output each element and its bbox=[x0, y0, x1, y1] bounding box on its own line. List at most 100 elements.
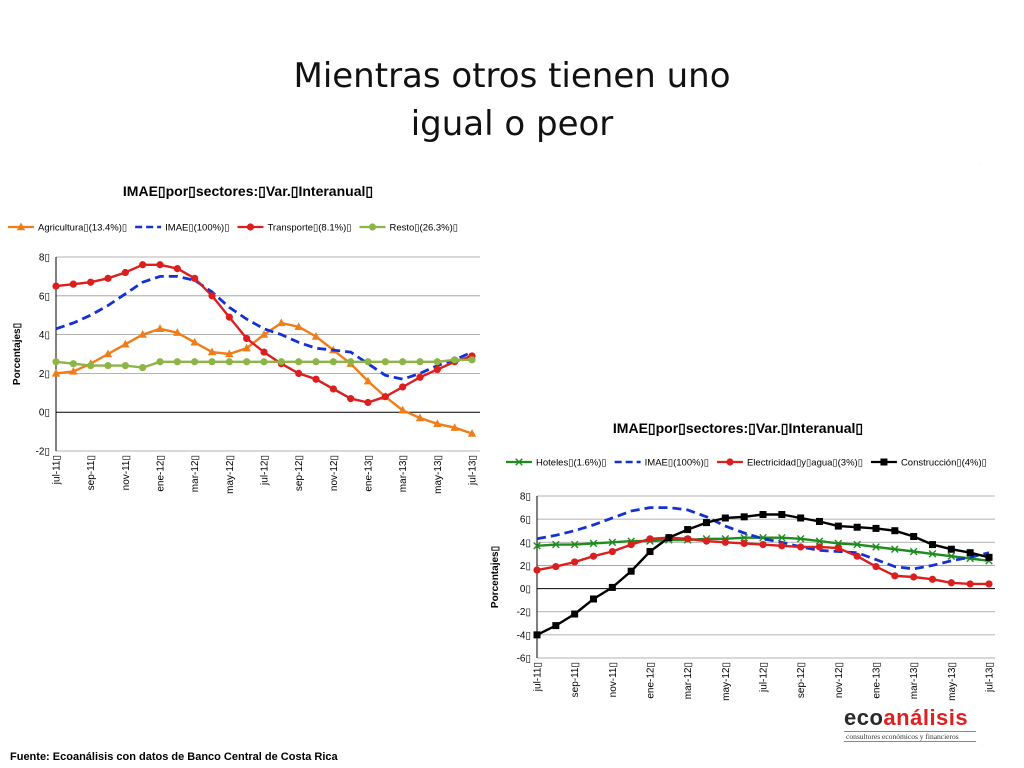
chart-1-point-3-21 bbox=[416, 358, 424, 366]
chart-1-point-2-1 bbox=[69, 280, 77, 288]
chart-1-point-0-10 bbox=[225, 349, 234, 358]
chart-1-point-2-3 bbox=[104, 274, 112, 282]
chart-1-point-3-16 bbox=[329, 358, 337, 366]
chart-2-legend-item-0: Hoteles▯(1.6%)▯ bbox=[506, 458, 607, 469]
chart-2-xtick-12: jul-13▯ bbox=[985, 662, 996, 693]
chart-1-xtick-8: nov-12▯ bbox=[329, 455, 340, 491]
chart-1-legend-marker-3 bbox=[368, 223, 377, 231]
chart-1-point-0-13 bbox=[277, 318, 286, 327]
chart-2-point-2-21 bbox=[928, 575, 937, 583]
chart-2-point-0-13 bbox=[778, 533, 786, 542]
chart-2-point-2-22 bbox=[947, 579, 955, 587]
chart-1-point-3-4 bbox=[121, 362, 129, 370]
chart-1-point-0-12 bbox=[259, 330, 269, 338]
chart-2-point-0-2 bbox=[570, 540, 579, 549]
chart-2-point-3-10 bbox=[721, 514, 729, 522]
chart-2-ytick-2: -2▯ bbox=[517, 607, 531, 618]
chart-2-xtick-1: sep-11▯ bbox=[570, 662, 581, 697]
chart-1-legend-label-2: Transporte▯(8.1%)▯ bbox=[267, 223, 351, 234]
chart-2-point-3-19 bbox=[891, 527, 899, 535]
chart-2-legend-marker-3 bbox=[880, 458, 888, 466]
chart-1-point-0-22 bbox=[433, 419, 442, 428]
chart-1-point-0-8 bbox=[190, 337, 199, 346]
chart-1-point-0-21 bbox=[415, 413, 425, 422]
chart-1-title: IMAE▯por▯sectores:▯Var.▯Interanual▯ bbox=[123, 183, 373, 199]
chart-2-point-3-18 bbox=[872, 524, 880, 532]
chart-2-point-3-5 bbox=[627, 567, 635, 575]
chart-1-point-3-13 bbox=[277, 358, 285, 366]
logo-text-dark: eco bbox=[844, 705, 884, 730]
chart-1-point-0-9 bbox=[207, 347, 217, 356]
chart-2-legend-label-2: Electricidad▯y▯agua▯(3%)▯ bbox=[747, 458, 863, 469]
chart-1-point-2-14 bbox=[295, 369, 303, 377]
title-panel bbox=[0, 0, 998, 164]
chart-2-series-line-1 bbox=[536, 506, 990, 571]
chart-2-point-3-22 bbox=[947, 545, 955, 553]
chart-2-legend-marker-0 bbox=[515, 458, 523, 466]
chart-1-point-2-16 bbox=[329, 385, 337, 393]
chart-1-legend-item-3: Resto▯(26.3%)▯ bbox=[359, 223, 458, 234]
chart-2-point-0-1 bbox=[552, 540, 560, 549]
chart-1-point-0-18 bbox=[363, 376, 373, 385]
logo-tagline: consultores económicos y financieros bbox=[844, 731, 976, 742]
chart-2-point-2-6 bbox=[646, 535, 654, 543]
chart-2-point-0-14 bbox=[796, 535, 805, 543]
chart-1-ytick-1: 0▯ bbox=[39, 408, 50, 419]
chart-1-xtick-4: mar-12▯ bbox=[190, 455, 201, 492]
slide-title-line-2: igual o peor bbox=[410, 104, 614, 144]
chart-1-point-3-7 bbox=[173, 358, 181, 366]
chart-1-point-2-9 bbox=[208, 292, 216, 300]
chart-1-xtick-6: jul-12▯ bbox=[260, 455, 271, 486]
chart-2-point-3-21 bbox=[929, 541, 936, 549]
chart-2-point-2-11 bbox=[740, 539, 748, 548]
chart-2-point-3-16 bbox=[834, 522, 842, 530]
chart-2-ytick-6: 6▯ bbox=[520, 515, 531, 526]
chart-2-ytick-3: 0▯ bbox=[520, 584, 531, 595]
chart-1-point-2-6 bbox=[156, 261, 164, 269]
chart-2-point-2-20 bbox=[910, 573, 918, 581]
chart-1-point-3-1 bbox=[69, 360, 77, 368]
chart-2-point-3-24 bbox=[985, 553, 993, 561]
chart-2-point-3-4 bbox=[608, 583, 616, 591]
chart-1-point-3-5 bbox=[139, 363, 147, 372]
chart-2-xtick-2: nov-11▯ bbox=[608, 662, 619, 697]
slide-title: Mientras otros tienen uno igual o peor bbox=[0, 52, 1024, 148]
chart-1-point-2-12 bbox=[260, 348, 268, 356]
chart-2-point-3-2 bbox=[571, 610, 579, 618]
chart-2-point-2-15 bbox=[815, 543, 824, 551]
chart-2-point-2-18 bbox=[872, 562, 880, 571]
chart-1-point-3-22 bbox=[433, 358, 441, 366]
chart-2-legend-label-1: IMAE▯(100%)▯ bbox=[645, 458, 709, 469]
chart-2-point-2-23 bbox=[966, 580, 974, 588]
chart-2-point-2-1 bbox=[552, 562, 560, 571]
chart-1-point-2-22 bbox=[433, 365, 441, 374]
chart-2-point-3-23 bbox=[966, 549, 974, 557]
chart-2-series-line-3 bbox=[536, 513, 990, 636]
chart-1-point-0-4 bbox=[121, 339, 130, 348]
chart-2-point-0-17 bbox=[853, 540, 861, 549]
chart-2-point-3-1 bbox=[552, 622, 560, 630]
logo-text-red: análisis bbox=[883, 705, 969, 730]
chart-1-point-0-14 bbox=[294, 322, 303, 331]
chart-2-point-2-19 bbox=[891, 572, 899, 580]
chart-1-point-3-18 bbox=[364, 358, 372, 366]
chart-1-point-2-4 bbox=[121, 268, 129, 277]
chart-1-xtick-1: sep-11▯ bbox=[86, 455, 97, 490]
chart-1-xtick-9: ene-13▯ bbox=[364, 455, 375, 492]
chart-1-point-0-1 bbox=[69, 366, 78, 375]
chart-2-point-0-15 bbox=[815, 537, 824, 545]
chart-1-xtick-7: sep-12▯ bbox=[294, 455, 305, 491]
chart-1-point-0-24 bbox=[467, 429, 477, 437]
ecoanalisis-logo: ecoanálisis consultores económicos y fin… bbox=[844, 706, 976, 742]
chart-1-point-0-5 bbox=[138, 330, 147, 338]
chart-2-point-2-2 bbox=[571, 558, 579, 566]
chart-2-point-0-4 bbox=[608, 538, 617, 547]
chart-2-point-0-19 bbox=[891, 545, 899, 554]
chart-2-title: IMAE▯por▯sectores:▯Var.▯Interanual▯ bbox=[613, 420, 863, 436]
chart-1-ytick-4: 6▯ bbox=[39, 291, 50, 302]
chart-2-point-2-0 bbox=[533, 566, 541, 574]
chart-1-point-3-0 bbox=[52, 358, 60, 366]
chart-1-point-3-12 bbox=[260, 358, 268, 366]
chart-2-point-0-0 bbox=[533, 541, 541, 550]
chart-2-point-2-14 bbox=[797, 543, 805, 551]
